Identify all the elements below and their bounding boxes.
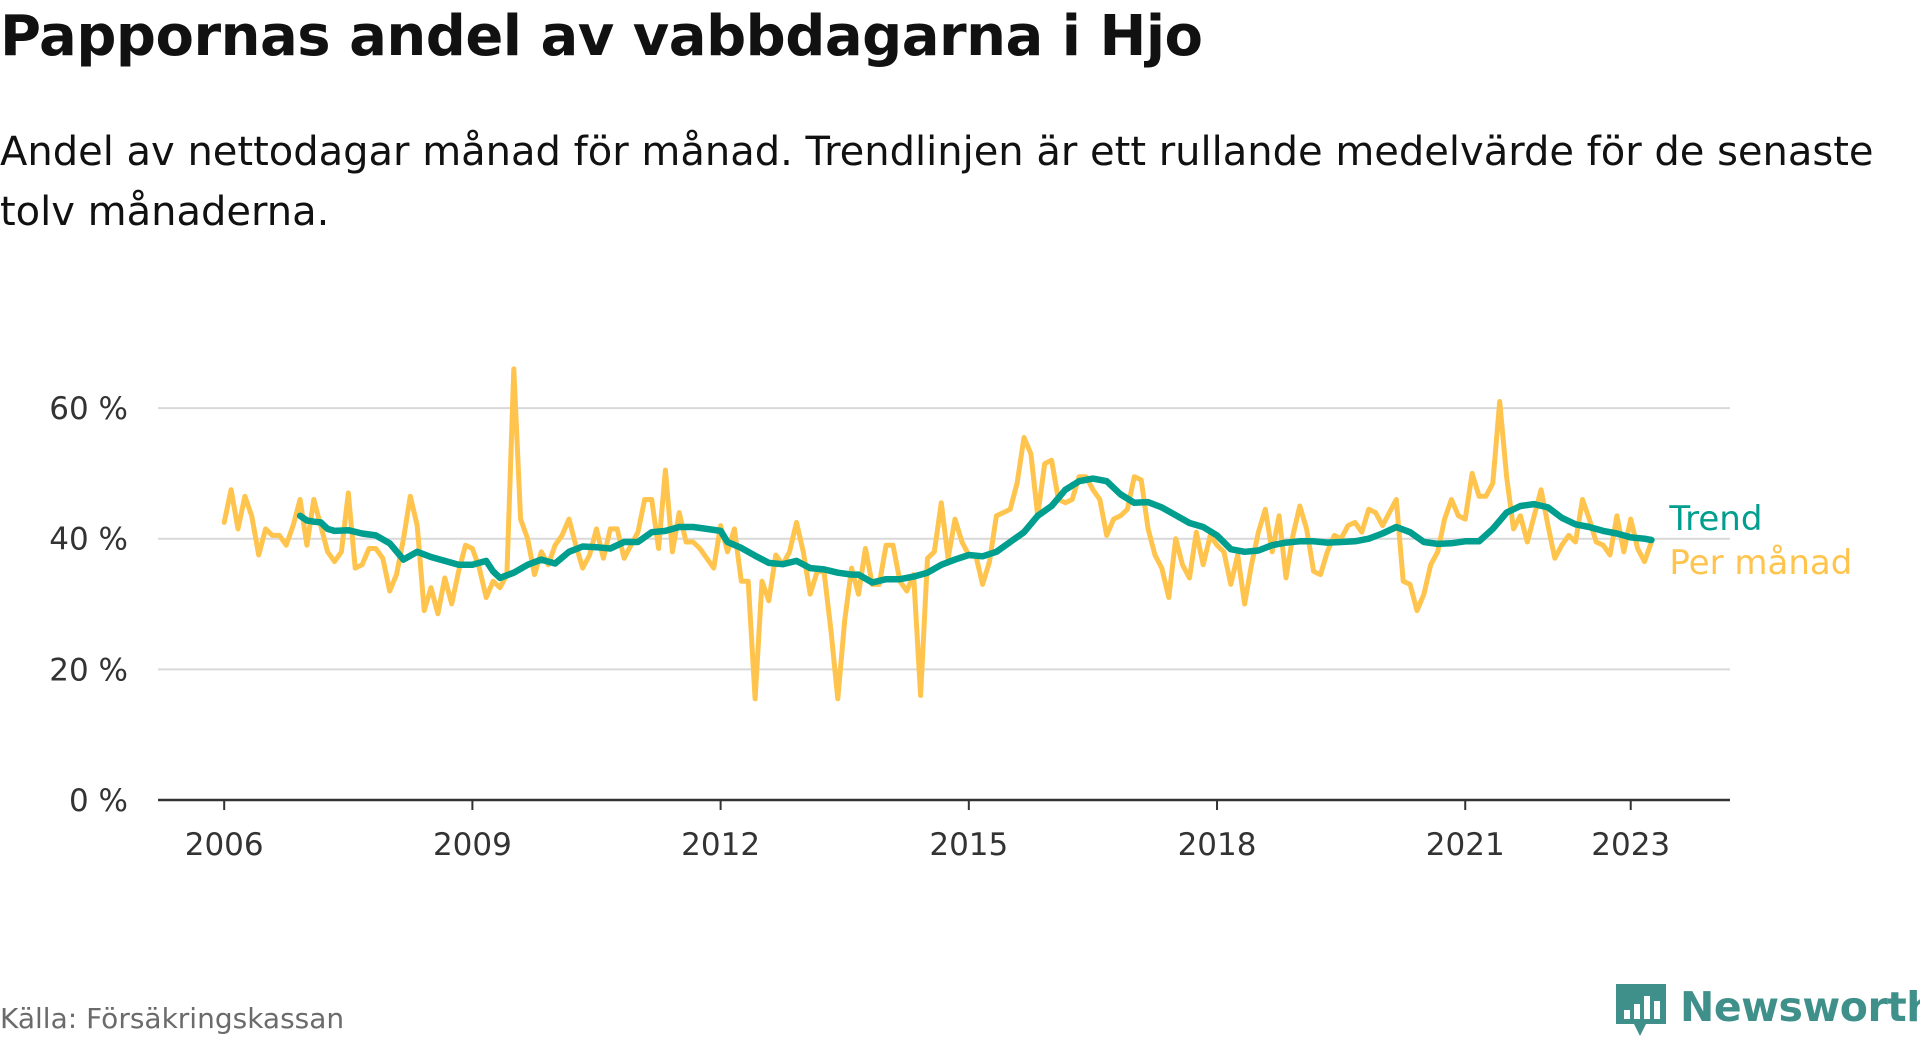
- y-axis-tick-labels: 0 % 20 % 40 % 60 %: [49, 391, 128, 819]
- x-tick-label: 2006: [185, 827, 264, 863]
- series-line-per-manad: [221, 366, 1654, 702]
- series-label-trend: Trend: [1668, 499, 1762, 539]
- series-line-trend: [296, 475, 1655, 586]
- newsworthy-logo-text: Newsworthy: [1680, 983, 1920, 1031]
- y-tick-label: 0 %: [69, 783, 128, 819]
- chart-subtitle: Andel av nettodagar månad för månad. Tre…: [0, 129, 1874, 235]
- line-chart: 0 % 20 % 40 % 60 % 2006 2009 2012 2015 2018 2021…: [49, 366, 1852, 863]
- y-tick-label: 60 %: [49, 391, 128, 427]
- newsworthy-logo-icon: [1616, 984, 1666, 1036]
- x-tick-label: 2021: [1426, 827, 1505, 863]
- x-tick-label: 2012: [681, 827, 760, 863]
- y-tick-label: 20 %: [49, 652, 128, 688]
- x-tick-label: 2023: [1591, 827, 1670, 863]
- x-tick-label: 2009: [433, 827, 512, 863]
- series-label-per-manad: Per månad: [1669, 543, 1852, 583]
- x-tick-label: 2018: [1178, 827, 1257, 863]
- x-tick-label: 2015: [929, 827, 1008, 863]
- y-tick-label: 40 %: [49, 522, 128, 558]
- newsworthy-logo: Newsworthy: [1612, 980, 1920, 1040]
- series-lines: [221, 366, 1655, 702]
- chart-title: Pappornas andel av vabbdagarna i Hjo: [0, 4, 1203, 69]
- x-axis: 2006 2009 2012 2015 2018 2021 2023: [158, 798, 1730, 863]
- source-note: Källa: Försäkringskassan: [0, 1002, 345, 1035]
